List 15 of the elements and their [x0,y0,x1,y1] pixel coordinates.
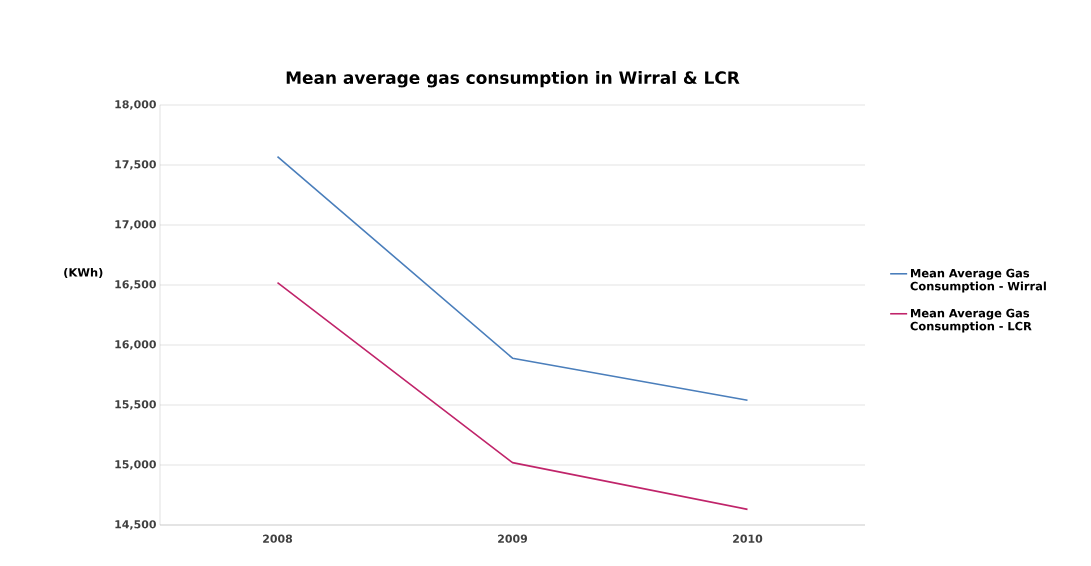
legend-label: Mean Average Gas Consumption - LCR [910,308,1032,333]
legend-label: Mean Average Gas Consumption - Wirral [910,268,1046,293]
x-tick-label: 2009 [498,534,528,543]
x-tick-label: 2010 [733,534,763,543]
y-tick-label: 18,000 [115,100,156,110]
y-tick-label: 17,500 [115,160,156,170]
y-tick-label: 16,500 [115,280,156,290]
x-tick-label: 2008 [263,534,293,543]
y-tick-label: 17,000 [115,220,156,230]
y-tick-label: 15,000 [115,460,156,470]
y-tick-label: 15,500 [115,400,156,410]
y-tick-label: 14,500 [115,520,156,530]
y-axis-title: (KWh) [64,267,103,279]
chart-title: Mean average gas consumption in Wirral & LCR [286,70,740,88]
y-tick-label: 16,000 [115,340,156,350]
